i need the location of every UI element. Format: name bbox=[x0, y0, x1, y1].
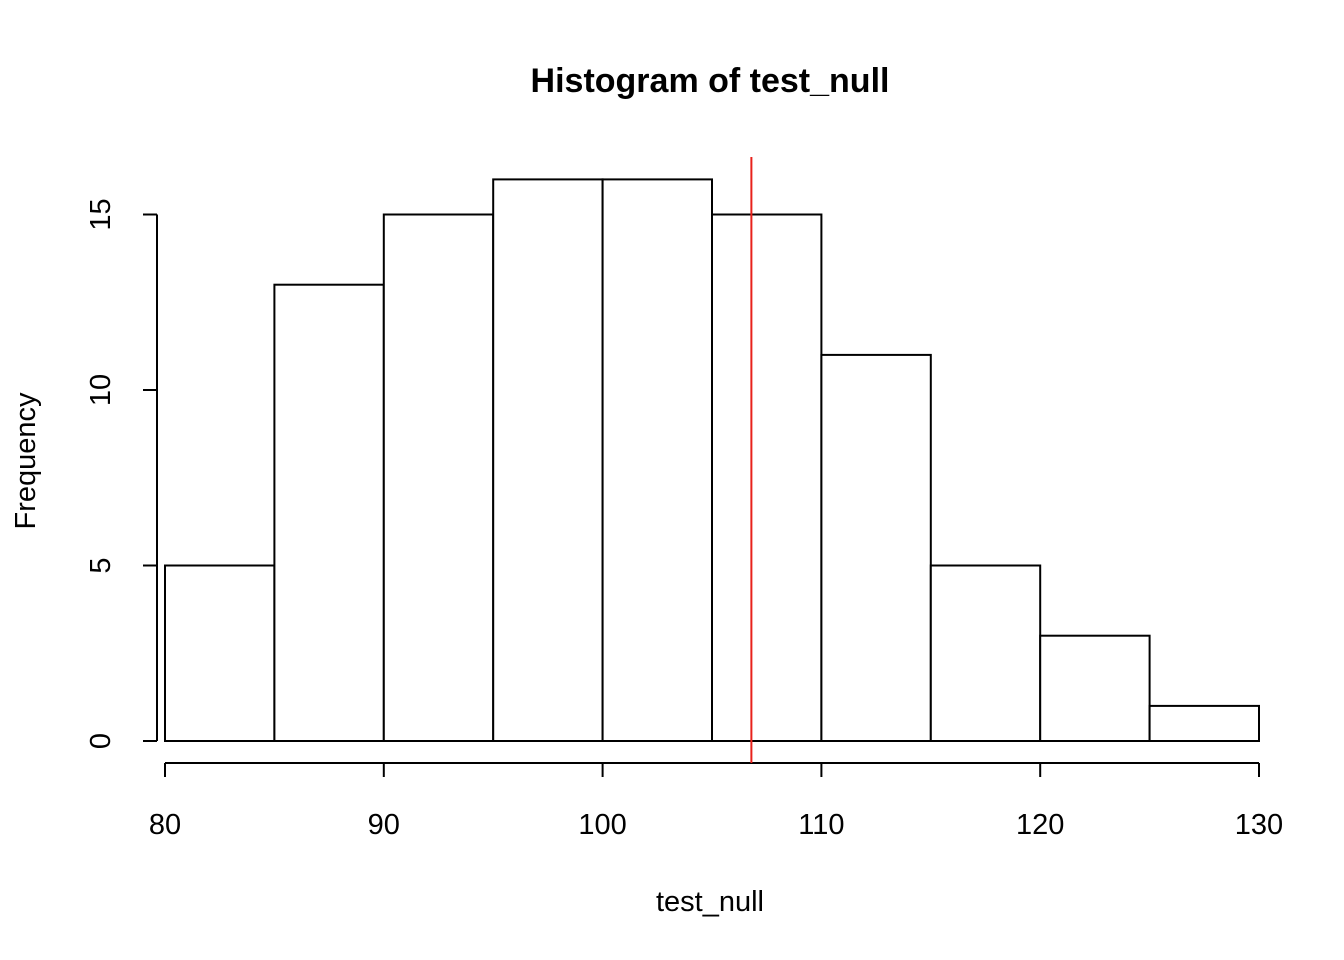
y-tick-label-5: 5 bbox=[85, 557, 117, 573]
histogram-bar-1 bbox=[273, 283, 385, 742]
histogram-bar-2 bbox=[382, 213, 495, 742]
x-tick-label-100: 100 bbox=[578, 809, 626, 841]
x-axis-label: test_null bbox=[656, 886, 764, 918]
y-axis-label: Frequency bbox=[10, 392, 42, 530]
histogram-bar-9 bbox=[1148, 704, 1260, 743]
y-axis: 0 5 10 15 bbox=[85, 198, 158, 749]
y-tick-label-10: 10 bbox=[85, 374, 117, 406]
x-tick-label-110: 110 bbox=[798, 809, 844, 841]
histogram-bar-4 bbox=[601, 178, 713, 742]
x-tick-label-80: 80 bbox=[149, 809, 181, 841]
x-tick-label-130: 130 bbox=[1235, 809, 1283, 841]
y-tick-label-0: 0 bbox=[85, 733, 117, 749]
bars-group bbox=[164, 178, 1260, 743]
histogram-bar-6 bbox=[820, 353, 932, 742]
histogram-bar-7 bbox=[929, 564, 1042, 742]
x-tick-label-120: 120 bbox=[1016, 809, 1064, 841]
chart-title: Histogram of test_null bbox=[531, 62, 890, 100]
histogram-bar-8 bbox=[1039, 634, 1151, 743]
y-tick-label-15: 15 bbox=[85, 198, 117, 230]
histogram-bar-5 bbox=[711, 213, 823, 742]
histogram-bar-3 bbox=[492, 178, 604, 742]
x-tick-label-90: 90 bbox=[368, 809, 400, 841]
x-axis: 80 90 100 110 120 130 bbox=[149, 762, 1283, 841]
histogram-bar-0 bbox=[164, 564, 276, 742]
